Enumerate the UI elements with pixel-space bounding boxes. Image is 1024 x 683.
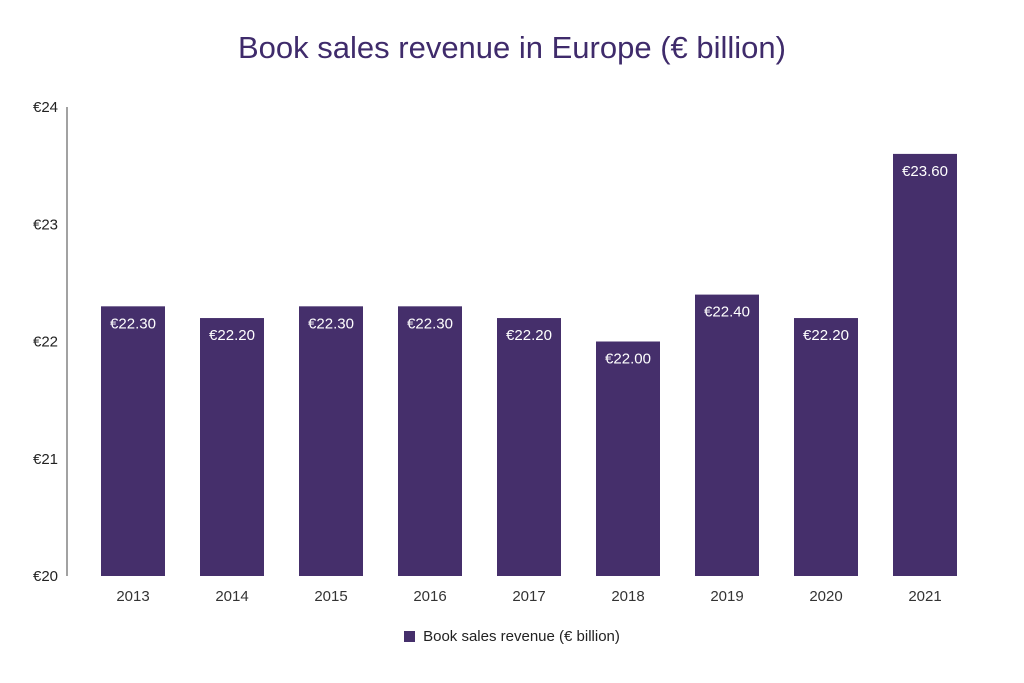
bar	[497, 318, 561, 576]
data-label: €22.40	[704, 304, 750, 321]
x-tick-label: 2014	[215, 588, 248, 605]
data-label: €22.20	[506, 327, 552, 344]
data-label: €22.20	[209, 327, 255, 344]
x-tick-label: 2016	[413, 588, 446, 605]
bar	[695, 294, 759, 576]
x-tick-label: 2020	[809, 588, 842, 605]
data-label: €22.30	[110, 315, 156, 332]
y-tick-label: €20	[33, 568, 58, 585]
bar	[398, 306, 462, 576]
data-label: €22.30	[308, 315, 354, 332]
x-tick-label: 2018	[611, 588, 644, 605]
legend: Book sales revenue (€ billion)	[0, 628, 1024, 645]
chart-title: Book sales revenue in Europe (€ billion)	[238, 30, 786, 65]
y-tick-label: €21	[33, 451, 58, 468]
bar	[794, 318, 858, 576]
x-tick-label: 2017	[512, 588, 545, 605]
legend-swatch	[404, 631, 416, 642]
bar	[101, 306, 165, 576]
legend-label: Book sales revenue (€ billion)	[423, 628, 620, 645]
bar	[893, 153, 957, 576]
data-label: €23.60	[902, 163, 948, 180]
bar	[299, 306, 363, 576]
x-tick-label: 2015	[314, 588, 347, 605]
x-tick-label: 2013	[116, 588, 149, 605]
x-tick-label: 2019	[710, 588, 743, 605]
y-tick-label: €24	[33, 99, 58, 116]
x-tick-label: 2021	[908, 588, 941, 605]
y-tick-label: €22	[33, 334, 58, 351]
data-label: €22.20	[803, 327, 849, 344]
y-tick-label: €23	[33, 216, 58, 233]
bar	[596, 341, 660, 576]
data-label: €22.30	[407, 315, 453, 332]
data-label: €22.00	[605, 351, 651, 368]
bar	[200, 318, 264, 576]
